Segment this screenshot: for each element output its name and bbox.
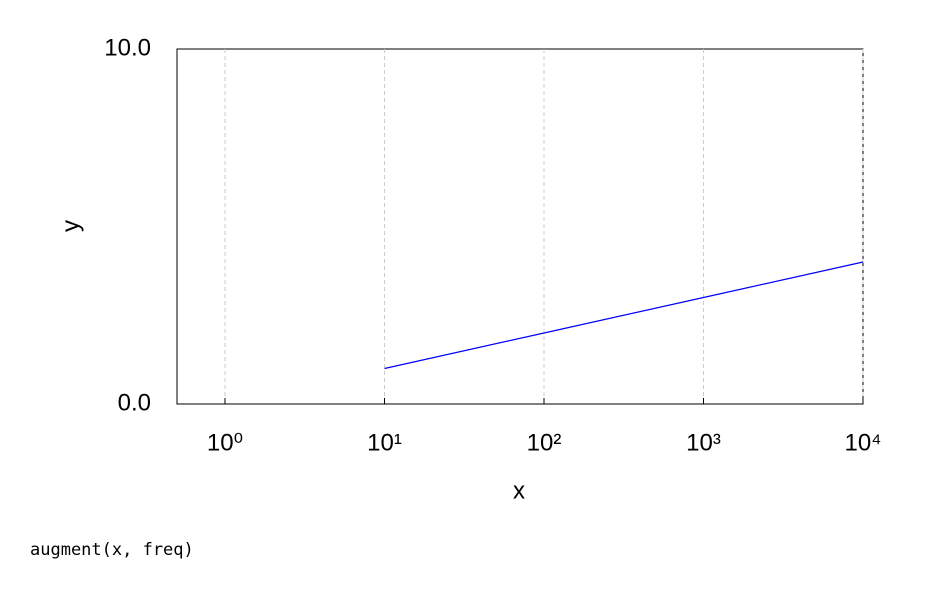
x-tick-label: 10² xyxy=(527,429,562,456)
y-tick-label: 10.0 xyxy=(104,34,151,61)
x-axis-label: x xyxy=(513,477,525,504)
x-tick-label: 10⁴ xyxy=(844,429,881,456)
plot-frame xyxy=(176,48,864,405)
data-line xyxy=(384,261,864,370)
x-tick-label: 10³ xyxy=(686,429,721,456)
y-tick-label: 0.0 xyxy=(118,389,151,416)
x-tick-label: 10⁰ xyxy=(207,429,243,456)
y-axis-label: y xyxy=(57,220,84,232)
x-tick-label: 10¹ xyxy=(367,429,402,456)
footer-expression: augment(x, freq) xyxy=(30,540,194,560)
